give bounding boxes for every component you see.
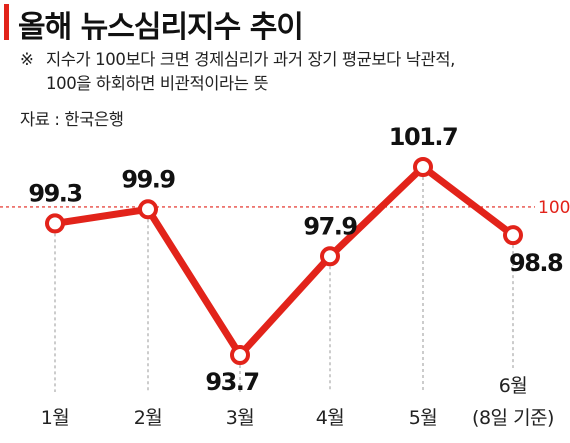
markers-group — [45, 157, 523, 365]
data-point — [138, 199, 158, 220]
data-label: 98.8 — [509, 249, 563, 277]
x-tick-label: 4월 — [316, 407, 345, 429]
data-point — [413, 157, 433, 177]
data-label: 101.7 — [389, 123, 457, 151]
data-label: 99.3 — [28, 179, 81, 207]
data-point — [230, 345, 250, 365]
title-accent-bar — [4, 4, 9, 40]
note-line-1: 지수가 100보다 크면 경제심리가 과거 장기 평균보다 낙관적, — [46, 50, 455, 69]
data-point — [45, 213, 65, 234]
x-tick-label: 2월 — [134, 407, 163, 429]
note-mark: ※ — [20, 50, 34, 69]
value-labels-group: 99.3 99.9 93.7 97.9 101.7 98.8 — [28, 123, 564, 396]
chart-note: ※ 지수가 100보다 크면 경제심리가 과거 장기 평균보다 낙관적, 100을… — [20, 48, 565, 96]
data-label: 97.9 — [303, 212, 357, 240]
data-label: 93.7 — [205, 368, 258, 396]
x-tick-sublabel: (8일 기준) — [472, 407, 554, 429]
x-tick-label: 1월 — [41, 407, 70, 429]
series-line-group — [51, 163, 517, 359]
guide-lines-group — [54, 177, 514, 392]
reference-line-group: 100 — [0, 198, 570, 218]
category-labels-group: 1월 2월 3월 4월 5월 6월 (8일 기준) — [41, 375, 555, 429]
x-tick-label: 6월 — [499, 375, 528, 397]
x-tick-label: 3월 — [226, 407, 255, 429]
series-line — [51, 163, 517, 359]
note-line-2: 100을 하회하면 비관적이라는 뜻 — [46, 74, 269, 93]
reference-line-label: 100 — [538, 198, 570, 218]
data-label: 99.9 — [121, 165, 175, 193]
data-point — [503, 225, 523, 246]
chart-title: 올해 뉴스심리지수 추이 — [18, 10, 304, 45]
data-point — [320, 246, 340, 267]
source-label: 자료 : 한국은행 — [20, 110, 124, 129]
x-tick-label: 5월 — [409, 407, 438, 429]
